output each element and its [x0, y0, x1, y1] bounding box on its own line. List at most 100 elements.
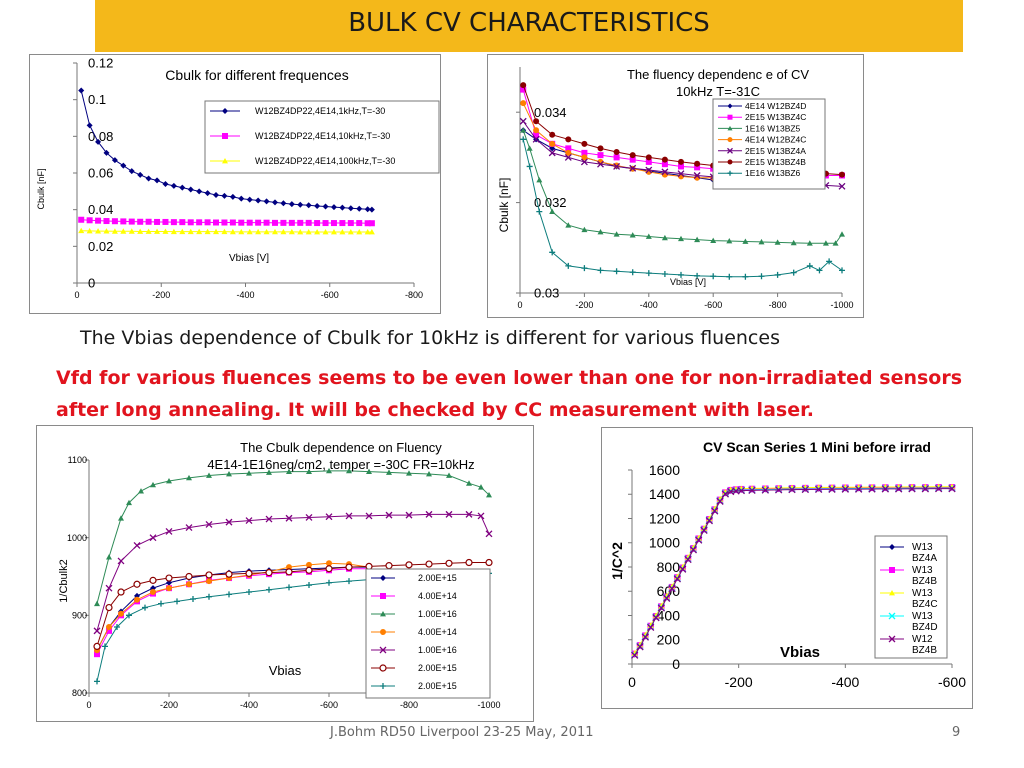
data-point: [134, 596, 140, 603]
data-point: [426, 470, 432, 477]
data-point: [673, 575, 681, 583]
legend-swatch-marker: [380, 629, 386, 635]
y-tick-label: 1100: [68, 455, 87, 465]
data-point: [368, 220, 375, 227]
data-point: [816, 267, 823, 274]
series-5: [631, 485, 956, 659]
y-tick-label: 1000: [67, 533, 87, 543]
data-point: [613, 231, 620, 237]
x-tick-label: -800: [400, 700, 418, 710]
data-point: [326, 579, 332, 586]
data-point: [631, 651, 639, 659]
data-point: [93, 627, 101, 635]
y-axis-label: Cbulk [nF]: [36, 168, 46, 209]
data-point: [306, 582, 312, 589]
chart-panel-2: 0.03 0.032 0.034 0 -200 -400 -600 -800 -1000 The …: [487, 54, 864, 318]
legend-label: 4E14 W12BZ4C: [745, 135, 806, 145]
y-tick-label: 0: [672, 656, 680, 672]
footer-text: J.Bohm RD50 Liverpool 23-25 May, 2011: [330, 725, 594, 740]
data-point: [137, 228, 144, 234]
data-point: [405, 561, 413, 569]
data-point: [246, 589, 252, 596]
data-point: [106, 627, 112, 634]
legend-swatch-marker: [379, 646, 387, 654]
data-point: [93, 642, 101, 650]
data-point: [185, 572, 193, 581]
data-point: [133, 541, 141, 549]
data-point: [839, 231, 845, 237]
x-axis-label: Vbias [V]: [229, 253, 269, 264]
legend-label-cont: BZ4B: [912, 645, 937, 656]
data-point: [263, 219, 270, 226]
legend-swatch-marker: [889, 567, 895, 573]
data-point: [280, 228, 287, 235]
data-point: [549, 131, 556, 138]
data-point: [647, 623, 655, 632]
data-point: [565, 149, 572, 156]
x-tick-label: -200: [725, 674, 753, 690]
data-point: [748, 486, 756, 495]
caption-fluence: The Vbias dependence of Cbulk for 10kHz …: [80, 327, 780, 349]
legend-label: W12BZ4DP22,4E14,10kHz,T=-30: [255, 131, 390, 141]
data-point: [330, 220, 337, 227]
y-axis-label: 1/C^2: [609, 542, 625, 580]
data-point: [711, 507, 719, 515]
data-point: [138, 488, 144, 494]
y-tick-label: 800: [72, 688, 87, 698]
data-point: [325, 513, 333, 521]
chart-panel-4: 0 200 400 600 800 1000 1200 1400 1600 0 -200 -400 -6…: [601, 427, 973, 709]
y-tick-label: 0.02: [88, 239, 113, 254]
data-point: [661, 156, 668, 163]
data-point: [150, 585, 156, 592]
legend-label-cont: BZ4D: [912, 622, 938, 633]
data-point: [935, 485, 943, 493]
data-point: [645, 270, 652, 277]
data-point: [120, 218, 127, 225]
x-tick-label: -400: [640, 300, 658, 310]
data-point: [245, 569, 253, 577]
data-point: [86, 227, 93, 234]
data-point: [149, 576, 157, 584]
legend-swatch-marker: [727, 147, 733, 154]
y-tick-label: 1000: [649, 535, 680, 551]
data-point: [657, 604, 665, 612]
data-point: [339, 204, 346, 211]
data-point: [694, 236, 701, 243]
data-point: [118, 610, 124, 617]
caption-vfd: Vfd for various fluences seems to be eve…: [56, 367, 963, 421]
data-point: [306, 561, 312, 568]
data-point: [629, 156, 636, 163]
data-point: [742, 273, 749, 280]
data-point: [405, 511, 413, 519]
data-point: [345, 563, 353, 571]
data-point: [206, 593, 212, 600]
legend-label: W12BZ4DP22,4E14,1kHz,T=-30: [255, 106, 385, 116]
data-point: [565, 262, 572, 269]
data-point: [806, 262, 813, 269]
data-point: [536, 177, 543, 183]
y-tick-label: 1400: [649, 486, 680, 502]
data-point: [297, 201, 304, 208]
data-point: [613, 154, 620, 161]
data-point: [533, 127, 540, 134]
data-point: [533, 131, 540, 138]
data-point: [221, 228, 228, 235]
legend-label-cont: BZ4C: [912, 599, 938, 610]
y-tick-label: 0.034: [534, 105, 567, 120]
data-point: [520, 82, 527, 89]
data-point: [187, 186, 194, 193]
data-point: [162, 181, 169, 187]
legend-box: [204, 100, 440, 174]
data-point: [246, 228, 253, 235]
legend-label: 2E15 W13BZ4B: [745, 157, 806, 167]
data-point: [246, 219, 253, 226]
data-point: [117, 588, 125, 596]
data-point: [868, 485, 876, 493]
data-point: [339, 220, 346, 227]
data-point: [597, 228, 604, 235]
data-point: [636, 643, 644, 651]
series-5: [93, 510, 493, 635]
data-point: [142, 604, 148, 611]
y-tick-label: 900: [72, 610, 87, 620]
